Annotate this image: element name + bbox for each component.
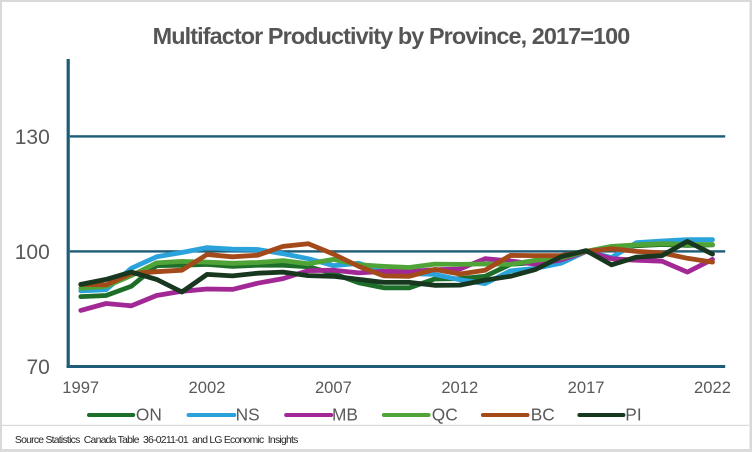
svg-text:QC: QC xyxy=(432,405,458,425)
svg-text:NS: NS xyxy=(236,405,260,425)
svg-text:BC: BC xyxy=(531,405,555,425)
svg-text:2002: 2002 xyxy=(189,378,226,397)
svg-text:2022: 2022 xyxy=(694,378,731,397)
svg-text:ON: ON xyxy=(136,405,162,425)
svg-text:130: 130 xyxy=(15,126,50,149)
svg-text:2007: 2007 xyxy=(315,378,352,397)
svg-text:2012: 2012 xyxy=(441,378,478,397)
svg-text:Source Statistics Canada Tabl: Source Statistics Canada Table 36-0211-0… xyxy=(15,435,298,446)
svg-text:100: 100 xyxy=(15,241,50,264)
svg-text:2017: 2017 xyxy=(568,378,605,397)
svg-text:70: 70 xyxy=(26,356,49,379)
svg-text:1997: 1997 xyxy=(62,378,99,397)
svg-text:Multifactor Productivity by Pr: Multifactor Productivity by Province, 20… xyxy=(153,23,631,49)
svg-text:MB: MB xyxy=(332,405,358,425)
svg-text:PI: PI xyxy=(625,405,641,425)
